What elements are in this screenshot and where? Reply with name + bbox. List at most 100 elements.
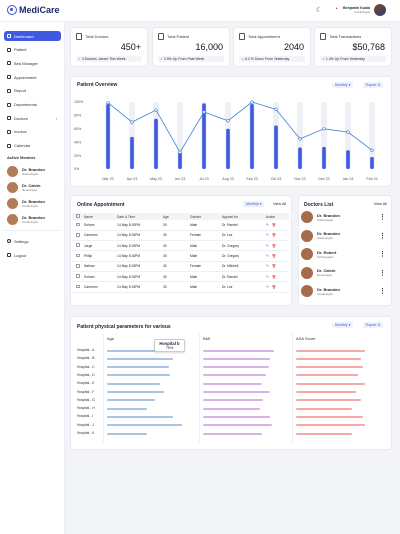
export-button[interactable]: Export ⇅ [363, 82, 384, 88]
sidebar-item-invoice[interactable]: Invoice [4, 127, 61, 137]
trash-icon[interactable]: 🗑 [271, 233, 276, 238]
more-options-icon[interactable]: ⋮ [379, 232, 386, 240]
user-profile[interactable]: Benjamin Koala Cardiologist [343, 4, 386, 16]
row-checkbox[interactable] [76, 274, 80, 278]
row-checkbox[interactable] [76, 253, 80, 258]
trash-icon[interactable]: 🗑 [271, 243, 276, 248]
trend-point[interactable] [298, 137, 302, 141]
row-checkbox[interactable] [76, 284, 80, 289]
bar-dec-23[interactable] [322, 146, 326, 169]
sidebar-item-appointment[interactable]: Appointment [4, 72, 61, 82]
table-row[interactable]: Philip 14 May 5:15PM 30 Male Dr. Gregory ✎ 🗑 [72, 250, 289, 262]
bar-asa-7[interactable] [296, 399, 361, 402]
trend-point[interactable] [154, 108, 158, 112]
bar-age-3[interactable] [107, 366, 169, 369]
bar-age-11[interactable] [107, 432, 147, 435]
dark-mode-moon-icon[interactable]: ☾ [316, 7, 323, 14]
bar-asa-5[interactable] [296, 382, 365, 385]
bar-bmi-2[interactable] [203, 357, 271, 360]
bar-asa-10[interactable] [296, 424, 365, 427]
active-member-item[interactable]: Dr. Brandon Cardiologist [7, 198, 45, 209]
sidebar-item-departments[interactable]: Departments [4, 100, 61, 110]
stat-card-total-patient[interactable]: Total Patient 16,000 ✓ 2.5% Up From Past W… [152, 27, 230, 67]
trend-point[interactable] [178, 150, 182, 154]
row-checkbox[interactable] [76, 243, 80, 247]
sidebar-item-dashboard[interactable]: Dashboard [4, 31, 61, 41]
stat-card-total-appointment[interactable]: Total Appointment 2040 ↘ 5.2 % Down From Y… [233, 27, 311, 67]
bar-feb-24[interactable] [370, 156, 374, 169]
bar-age-8[interactable] [107, 407, 147, 410]
row-checkbox[interactable] [76, 264, 80, 268]
trash-icon[interactable]: 🗑 [271, 284, 276, 289]
bar-age-7[interactable] [107, 399, 156, 402]
bar-asa-4[interactable] [296, 374, 358, 377]
edit-icon[interactable]: ✎ [266, 274, 269, 279]
doctor-item[interactable]: Dr. Brandon Gastrologist ⋮ [301, 211, 390, 223]
parameters-export-button[interactable]: Export ⇅ [363, 322, 384, 328]
bar-jul-23[interactable] [202, 103, 206, 169]
bar-bmi-10[interactable] [203, 424, 272, 427]
bar-jan-24[interactable] [346, 150, 350, 169]
active-member-item[interactable]: Dr. Brandon Gastrologist [7, 166, 45, 177]
bar-age-1[interactable] [107, 349, 178, 352]
bar-asa-6[interactable] [296, 391, 357, 393]
sidebar-item-patient[interactable]: Patient [4, 45, 61, 55]
table-row[interactable]: Nathan 14 May 5:15PM 30 Female Dr. Mitchell ✎… [72, 261, 289, 272]
more-options-icon[interactable]: ⋮ [379, 269, 386, 277]
trend-point[interactable] [202, 110, 206, 114]
sidebar-item-report[interactable]: Report [4, 86, 61, 96]
doctors-view-all-link[interactable]: View All [373, 202, 387, 206]
bar-asa-8[interactable] [296, 407, 352, 410]
parameters-period-dropdown[interactable]: Monthly ▾ [332, 322, 354, 328]
bar-aug-23[interactable] [226, 128, 230, 169]
sidebar-item-settings[interactable]: Settings [4, 236, 61, 246]
row-checkbox[interactable] [76, 222, 80, 227]
app-logo[interactable]: MediCare [7, 5, 60, 15]
bar-apr-23[interactable] [130, 136, 134, 169]
bar-bmi-1[interactable] [203, 349, 275, 352]
sidebar-item-logout[interactable]: Logout [4, 250, 61, 260]
edit-icon[interactable]: ✎ [266, 233, 269, 238]
bar-asa-1[interactable] [296, 349, 365, 352]
bar-age-4[interactable] [107, 374, 171, 377]
trend-point[interactable] [130, 120, 134, 124]
bar-bmi-8[interactable] [203, 407, 261, 410]
bar-age-9[interactable] [107, 415, 173, 418]
doctor-item[interactable]: Dr. Brandon Gastrologist ⋮ [301, 229, 390, 242]
trend-point[interactable] [274, 107, 278, 111]
bar-bmi-4[interactable] [203, 374, 266, 377]
sidebar-item-doctors[interactable]: Doctors › [4, 113, 61, 123]
active-member-item[interactable]: Dr. Brandon Cardiologist [7, 214, 45, 225]
more-options-icon[interactable]: ⋮ [379, 288, 386, 295]
trash-icon[interactable]: 🗑 [271, 254, 276, 259]
active-member-item[interactable]: Dr. Calvin Neurologist [7, 182, 40, 193]
bar-mar-23[interactable] [106, 104, 110, 169]
bar-asa-2[interactable] [296, 357, 361, 360]
trend-point[interactable] [322, 127, 326, 131]
doctor-item[interactable]: Dr. Robert Orthopaedic ⋮ [301, 248, 390, 260]
notification-bell-icon[interactable]: ◔ [334, 6, 339, 13]
bar-age-10[interactable] [107, 424, 182, 427]
bar-asa-11[interactable] [296, 432, 352, 435]
bar-bmi-6[interactable] [203, 391, 271, 393]
bar-age-6[interactable] [107, 391, 165, 393]
trash-icon[interactable]: 🗑 [271, 222, 276, 227]
period-dropdown[interactable]: Monthly ▾ [332, 82, 354, 88]
bar-bmi-11[interactable] [203, 432, 262, 435]
doctor-item[interactable]: Dr. Brandon Cardiologist ⋮ [301, 285, 390, 297]
bar-asa-9[interactable] [296, 415, 364, 418]
bar-may-23[interactable] [154, 118, 158, 169]
select-all-checkbox[interactable] [76, 214, 80, 218]
appointment-period-dropdown[interactable]: Monthly ▾ [243, 201, 265, 207]
edit-icon[interactable]: ✎ [266, 284, 269, 289]
trash-icon[interactable]: 🗑 [271, 274, 276, 279]
sidebar-item-calendar[interactable]: Calendar [4, 141, 61, 151]
bar-age-5[interactable] [107, 382, 160, 385]
bar-nov-23[interactable] [298, 147, 302, 169]
trend-point[interactable] [226, 119, 230, 123]
bar-bmi-7[interactable] [203, 399, 264, 402]
table-row[interactable]: Cameron 14 May 5:15PM 30 Male Dr. Lez ✎ 🗑 [72, 281, 289, 293]
doctor-item[interactable]: Dr. Calvin Neurologist ⋮ [301, 266, 390, 279]
edit-icon[interactable]: ✎ [266, 243, 269, 248]
table-row[interactable]: Jorge 14 May 5:15PM 30 Male Dr. Gregory ✎ 🗑 [72, 240, 289, 252]
